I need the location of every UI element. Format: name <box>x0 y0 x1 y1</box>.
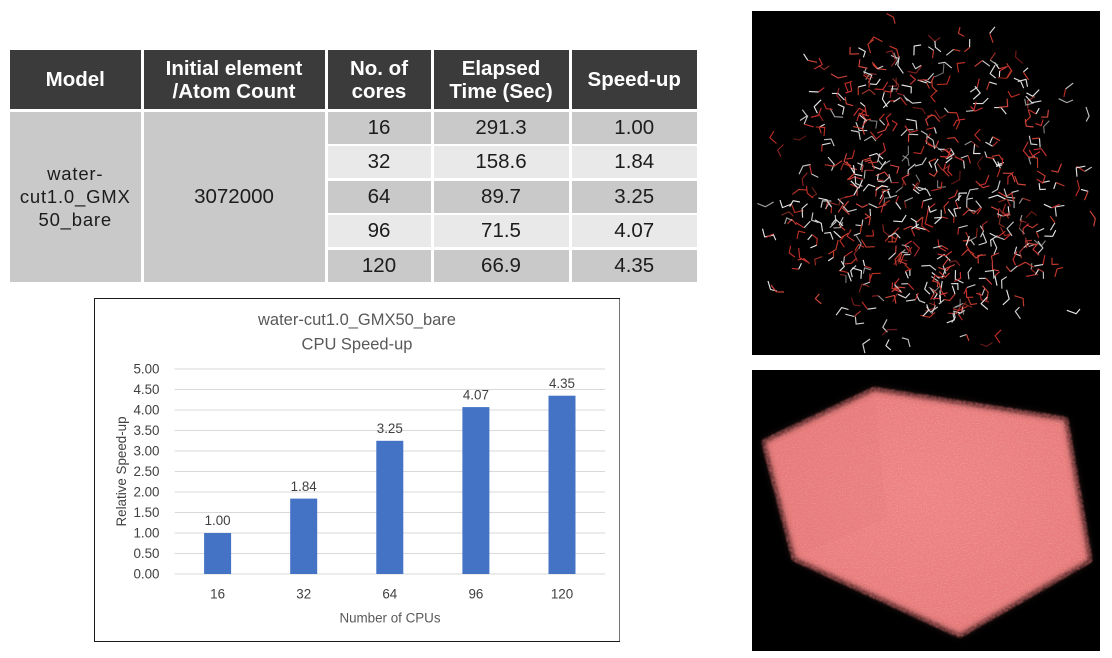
svg-text:1.50: 1.50 <box>133 505 159 520</box>
svg-text:Number of CPUs: Number of CPUs <box>339 610 440 625</box>
svg-text:1.84: 1.84 <box>291 479 318 494</box>
svg-text:1.00: 1.00 <box>133 526 159 541</box>
svg-text:64: 64 <box>382 587 397 602</box>
svg-text:0.00: 0.00 <box>133 567 159 582</box>
svg-text:4.50: 4.50 <box>133 382 159 397</box>
svg-text:4.07: 4.07 <box>463 387 489 402</box>
svg-text:Relative Speed-up: Relative Speed-up <box>114 416 129 526</box>
svg-text:4.35: 4.35 <box>549 376 575 391</box>
svg-text:0.50: 0.50 <box>133 546 159 561</box>
svg-text:3.50: 3.50 <box>133 423 159 438</box>
svg-text:16: 16 <box>210 587 225 602</box>
svg-text:1.00: 1.00 <box>205 513 231 528</box>
svg-text:water-cut1.0_GMX50_bare: water-cut1.0_GMX50_bare <box>257 311 456 329</box>
svg-text:120: 120 <box>551 587 573 602</box>
svg-text:5.00: 5.00 <box>133 362 159 377</box>
svg-text:3.25: 3.25 <box>377 421 403 436</box>
svg-text:CPU Speed-up: CPU Speed-up <box>302 336 413 354</box>
svg-text:32: 32 <box>296 587 311 602</box>
svg-text:2.50: 2.50 <box>133 464 159 479</box>
svg-text:3.00: 3.00 <box>133 444 159 459</box>
svg-text:4.00: 4.00 <box>133 403 159 418</box>
svg-text:96: 96 <box>468 587 483 602</box>
svg-text:2.00: 2.00 <box>133 485 159 500</box>
